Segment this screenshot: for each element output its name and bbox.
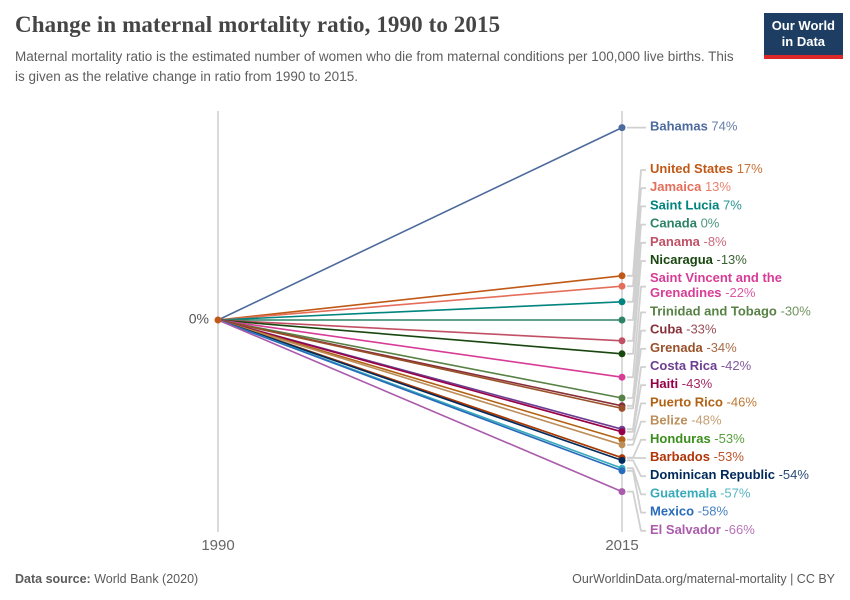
slope-line-saint-vincent-and-the-grenadines[interactable] — [217, 319, 623, 378]
data-point-grenada[interactable] — [618, 404, 626, 412]
data-source-label: Data source: — [15, 572, 91, 586]
series-label-nicaragua[interactable]: Nicaragua -13% — [650, 252, 747, 267]
origin-point[interactable] — [214, 316, 222, 324]
series-label-canada[interactable]: Canada 0% — [650, 216, 720, 231]
axis-label-2015: 2015 — [605, 537, 638, 554]
slope-line-jamaica[interactable] — [217, 285, 623, 321]
label-connector-puerto-rico — [627, 402, 646, 441]
data-point-puerto-rico[interactable] — [618, 436, 626, 444]
data-point-nicaragua[interactable] — [618, 350, 626, 358]
slope-line-united-states[interactable] — [217, 275, 623, 321]
series-label-cuba[interactable]: Cuba -33% — [650, 322, 717, 337]
label-connector-cuba — [627, 329, 646, 407]
data-point-belize[interactable] — [618, 441, 626, 449]
series-label-grenada[interactable]: Grenada -34% — [650, 340, 737, 355]
series-label-guatemala[interactable]: Guatemala -57% — [650, 486, 751, 501]
data-point-jamaica[interactable] — [618, 282, 626, 290]
data-point-haiti[interactable] — [618, 428, 626, 436]
chart-subtitle: Maternal mortality ratio is the estimate… — [15, 49, 734, 85]
label-connector-el-salvador — [627, 490, 646, 532]
chart-header: Change in maternal mortality ratio, 1990… — [15, 12, 755, 88]
series-label-honduras[interactable]: Honduras -53% — [650, 431, 745, 446]
label-connector-haiti — [627, 384, 646, 433]
data-point-dominican-republic[interactable] — [618, 456, 626, 464]
data-point-panama[interactable] — [618, 337, 626, 345]
slope-line-mexico[interactable] — [217, 319, 623, 472]
owid-logo-line1: Our World — [771, 18, 835, 33]
chart-title: Change in maternal mortality ratio, 1990… — [15, 12, 501, 37]
data-point-united-states[interactable] — [618, 272, 626, 280]
data-point-canada[interactable] — [618, 316, 626, 324]
series-label-mexico[interactable]: Mexico -58% — [650, 504, 728, 519]
slope-line-nicaragua[interactable] — [217, 319, 623, 355]
slope-line-grenada[interactable] — [217, 319, 623, 410]
series-label-bahamas[interactable]: Bahamas 74% — [650, 119, 738, 134]
data-point-el-salvador[interactable] — [618, 488, 626, 496]
owid-logo[interactable]: Our World in Data — [763, 13, 843, 59]
series-label-united-states[interactable]: United States 17% — [650, 161, 763, 176]
series-label-dominican-republic[interactable]: Dominican Republic -54% — [650, 468, 809, 483]
data-source-value: World Bank (2020) — [90, 572, 199, 586]
data-point-saint-vincent-and-the-grenadines[interactable] — [618, 373, 626, 381]
label-connector-saint-lucia — [627, 205, 646, 303]
slope-line-trinidad-and-tobago[interactable] — [217, 319, 623, 399]
label-connector-saint-vincent-and-the-grenadines — [627, 285, 646, 379]
chart-footer: Data source: World Bank (2020) OurWorldi… — [15, 572, 835, 586]
label-connector-dominican-republic — [627, 459, 646, 478]
data-point-trinidad-and-tobago[interactable] — [618, 394, 626, 402]
label-connector-united-states — [627, 169, 646, 277]
label-connector-grenada — [627, 347, 646, 410]
label-connector-jamaica — [627, 187, 646, 288]
series-label-barbados[interactable]: Barbados -53% — [650, 449, 744, 464]
slope-line-belize[interactable] — [217, 319, 623, 446]
data-point-bahamas[interactable] — [618, 124, 626, 132]
label-connector-canada — [627, 223, 646, 321]
axis-label-1990: 1990 — [201, 537, 234, 554]
label-connector-belize — [627, 420, 646, 446]
data-point-mexico[interactable] — [618, 467, 626, 475]
series-label-panama[interactable]: Panama -8% — [650, 234, 727, 249]
series-label-belize[interactable]: Belize -48% — [650, 413, 722, 428]
slope-line-haiti[interactable] — [217, 319, 623, 433]
series-label-saint-lucia[interactable]: Saint Lucia 7% — [650, 198, 742, 213]
citation-link[interactable]: OurWorldinData.org/maternal-mortality | … — [572, 572, 835, 586]
slope-line-puerto-rico[interactable] — [217, 319, 623, 441]
data-source: Data source: World Bank (2020) — [15, 572, 198, 586]
label-connector-mexico — [627, 469, 646, 514]
label-connector-nicaragua — [627, 260, 646, 355]
series-label-puerto-rico[interactable]: Puerto Rico -46% — [650, 395, 757, 410]
series-label-jamaica[interactable]: Jamaica 13% — [650, 180, 731, 195]
slope-line-bahamas[interactable] — [217, 126, 623, 321]
series-label-trinidad-and-tobago[interactable]: Trinidad and Tobago -30% — [650, 304, 811, 319]
slope-line-dominican-republic[interactable] — [217, 319, 623, 462]
slope-line-saint-lucia[interactable] — [217, 301, 623, 321]
slope-line-el-salvador[interactable] — [217, 319, 623, 493]
label-connector-panama — [627, 241, 646, 342]
slope-line-panama[interactable] — [217, 319, 623, 342]
data-point-saint-lucia[interactable] — [618, 298, 626, 306]
label-connector-honduras — [627, 438, 646, 459]
series-label-haiti[interactable]: Haiti -43% — [650, 377, 713, 392]
label-connector-trinidad-and-tobago — [627, 311, 646, 399]
label-connector-costa-rica — [627, 366, 646, 431]
zero-label: 0% — [189, 311, 209, 327]
owid-logo-line2: in Data — [781, 34, 826, 50]
series-label-costa-rica[interactable]: Costa Rica -42% — [650, 358, 752, 373]
series-label-saint-vincent-and-the-grenadines[interactable]: Saint Vincent and the Grenadines -22% — [650, 271, 782, 301]
label-connector-guatemala — [627, 467, 646, 496]
series-label-el-salvador[interactable]: El Salvador -66% — [650, 522, 755, 537]
